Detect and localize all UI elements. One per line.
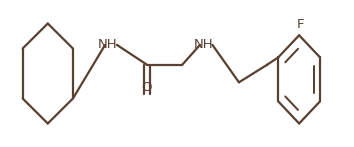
Text: F: F bbox=[297, 18, 305, 31]
Text: NH: NH bbox=[98, 38, 118, 51]
Text: NH: NH bbox=[194, 38, 213, 51]
Text: O: O bbox=[142, 81, 152, 94]
